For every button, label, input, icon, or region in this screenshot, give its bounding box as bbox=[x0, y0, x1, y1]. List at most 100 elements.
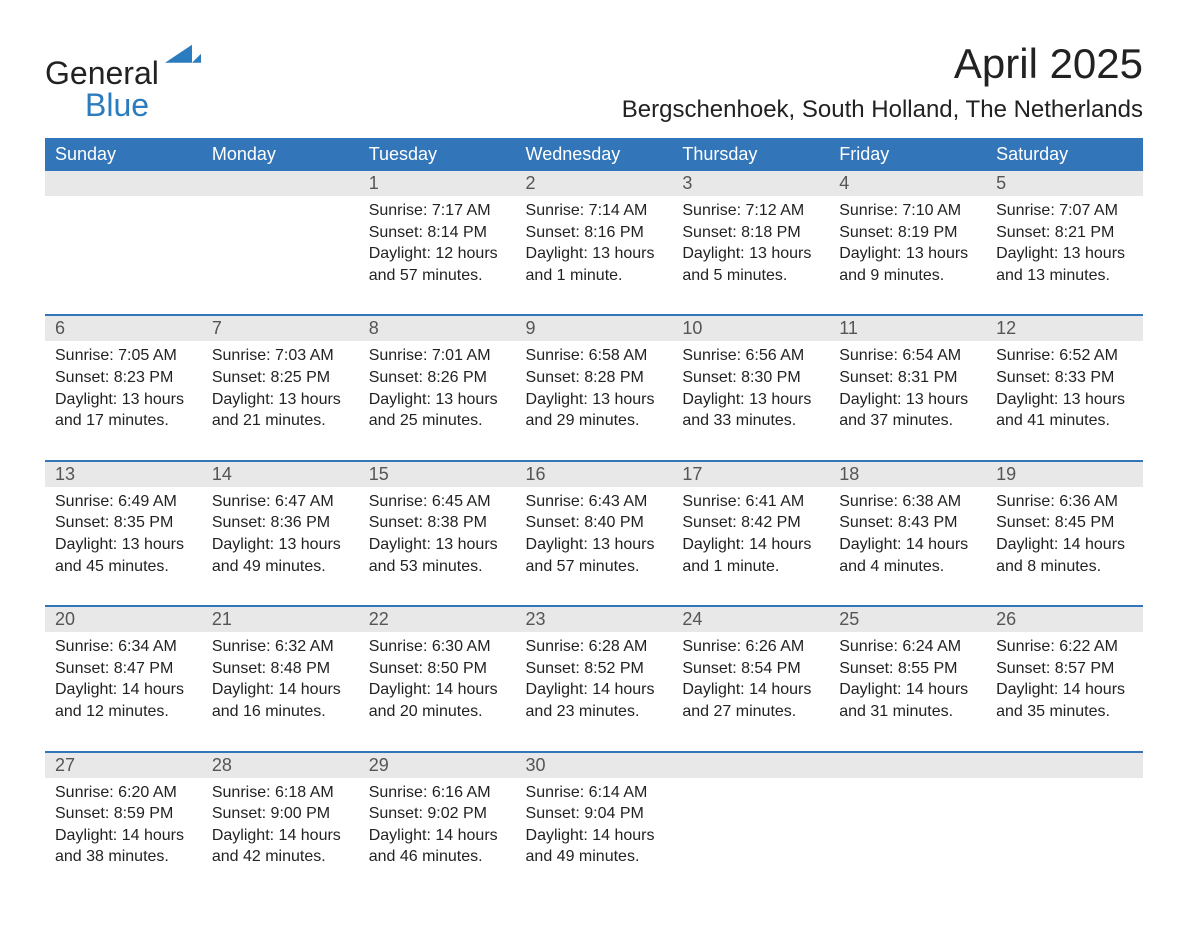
day-data-cell: Sunrise: 6:26 AMSunset: 8:54 PMDaylight:… bbox=[672, 632, 829, 751]
daylight-text-1: Daylight: 13 hours bbox=[55, 389, 192, 411]
day-number-cell: 7 bbox=[202, 316, 359, 341]
day-number-cell: 10 bbox=[672, 316, 829, 341]
sunset-text: Sunset: 8:14 PM bbox=[369, 222, 506, 244]
day-data-cell bbox=[986, 778, 1143, 896]
day-data-cell: Sunrise: 6:49 AMSunset: 8:35 PMDaylight:… bbox=[45, 487, 202, 606]
sunrise-text: Sunrise: 6:58 AM bbox=[526, 345, 663, 367]
day-number-cell: 1 bbox=[359, 171, 516, 196]
sunset-text: Sunset: 8:48 PM bbox=[212, 658, 349, 680]
logo: General Blue bbox=[45, 40, 201, 121]
day-data-cell: Sunrise: 6:18 AMSunset: 9:00 PMDaylight:… bbox=[202, 778, 359, 896]
sunrise-text: Sunrise: 7:01 AM bbox=[369, 345, 506, 367]
day-data-row: Sunrise: 6:49 AMSunset: 8:35 PMDaylight:… bbox=[45, 487, 1143, 606]
logo-text-blue: Blue bbox=[45, 89, 201, 121]
daylight-text-2: and 49 minutes. bbox=[212, 556, 349, 578]
sunset-text: Sunset: 8:28 PM bbox=[526, 367, 663, 389]
day-data-cell: Sunrise: 7:12 AMSunset: 8:18 PMDaylight:… bbox=[672, 196, 829, 315]
sunset-text: Sunset: 8:36 PM bbox=[212, 512, 349, 534]
day-data-cell: Sunrise: 6:34 AMSunset: 8:47 PMDaylight:… bbox=[45, 632, 202, 751]
sunrise-text: Sunrise: 6:22 AM bbox=[996, 636, 1133, 658]
daylight-text-1: Daylight: 13 hours bbox=[996, 389, 1133, 411]
calendar-table: Sunday Monday Tuesday Wednesday Thursday… bbox=[45, 138, 1143, 896]
sunrise-text: Sunrise: 6:24 AM bbox=[839, 636, 976, 658]
day-number-cell: 20 bbox=[45, 607, 202, 632]
calendar-header-row: Sunday Monday Tuesday Wednesday Thursday… bbox=[45, 138, 1143, 171]
sunrise-text: Sunrise: 6:16 AM bbox=[369, 782, 506, 804]
day-number-cell: 6 bbox=[45, 316, 202, 341]
daylight-text-1: Daylight: 14 hours bbox=[682, 679, 819, 701]
daylight-text-1: Daylight: 14 hours bbox=[839, 534, 976, 556]
month-title: April 2025 bbox=[622, 40, 1143, 88]
day-data-cell: Sunrise: 6:24 AMSunset: 8:55 PMDaylight:… bbox=[829, 632, 986, 751]
sunset-text: Sunset: 9:04 PM bbox=[526, 803, 663, 825]
daylight-text-1: Daylight: 14 hours bbox=[996, 534, 1133, 556]
day-number-cell: 17 bbox=[672, 462, 829, 487]
daylight-text-2: and 42 minutes. bbox=[212, 846, 349, 868]
daynum-row: 6789101112 bbox=[45, 316, 1143, 341]
daylight-text-2: and 31 minutes. bbox=[839, 701, 976, 723]
daylight-text-1: Daylight: 13 hours bbox=[212, 534, 349, 556]
sunrise-text: Sunrise: 6:56 AM bbox=[682, 345, 819, 367]
sunset-text: Sunset: 8:52 PM bbox=[526, 658, 663, 680]
sunrise-text: Sunrise: 7:03 AM bbox=[212, 345, 349, 367]
day-data-cell: Sunrise: 6:54 AMSunset: 8:31 PMDaylight:… bbox=[829, 341, 986, 460]
sunset-text: Sunset: 8:55 PM bbox=[839, 658, 976, 680]
daylight-text-1: Daylight: 14 hours bbox=[996, 679, 1133, 701]
sunset-text: Sunset: 8:42 PM bbox=[682, 512, 819, 534]
sunset-text: Sunset: 9:00 PM bbox=[212, 803, 349, 825]
daylight-text-2: and 27 minutes. bbox=[682, 701, 819, 723]
logo-triangle-icon bbox=[165, 40, 201, 64]
sunrise-text: Sunrise: 7:05 AM bbox=[55, 345, 192, 367]
day-number-cell: 2 bbox=[516, 171, 673, 196]
sunrise-text: Sunrise: 6:26 AM bbox=[682, 636, 819, 658]
day-data-cell: Sunrise: 7:14 AMSunset: 8:16 PMDaylight:… bbox=[516, 196, 673, 315]
daylight-text-2: and 38 minutes. bbox=[55, 846, 192, 868]
day-data-cell: Sunrise: 6:36 AMSunset: 8:45 PMDaylight:… bbox=[986, 487, 1143, 606]
day-data-cell bbox=[45, 196, 202, 315]
day-number-cell: 22 bbox=[359, 607, 516, 632]
daylight-text-1: Daylight: 13 hours bbox=[369, 389, 506, 411]
col-monday: Monday bbox=[202, 138, 359, 171]
sunset-text: Sunset: 8:26 PM bbox=[369, 367, 506, 389]
sunset-text: Sunset: 8:23 PM bbox=[55, 367, 192, 389]
daynum-row: 20212223242526 bbox=[45, 607, 1143, 632]
daylight-text-2: and 4 minutes. bbox=[839, 556, 976, 578]
sunrise-text: Sunrise: 6:14 AM bbox=[526, 782, 663, 804]
day-data-cell: Sunrise: 7:17 AMSunset: 8:14 PMDaylight:… bbox=[359, 196, 516, 315]
daynum-row: 27282930 bbox=[45, 753, 1143, 778]
sunset-text: Sunset: 8:16 PM bbox=[526, 222, 663, 244]
day-data-cell: Sunrise: 6:41 AMSunset: 8:42 PMDaylight:… bbox=[672, 487, 829, 606]
daylight-text-2: and 57 minutes. bbox=[526, 556, 663, 578]
day-data-cell: Sunrise: 7:03 AMSunset: 8:25 PMDaylight:… bbox=[202, 341, 359, 460]
sunrise-text: Sunrise: 6:32 AM bbox=[212, 636, 349, 658]
day-data-cell: Sunrise: 6:28 AMSunset: 8:52 PMDaylight:… bbox=[516, 632, 673, 751]
day-data-cell: Sunrise: 6:32 AMSunset: 8:48 PMDaylight:… bbox=[202, 632, 359, 751]
day-data-cell: Sunrise: 6:22 AMSunset: 8:57 PMDaylight:… bbox=[986, 632, 1143, 751]
day-data-cell: Sunrise: 7:10 AMSunset: 8:19 PMDaylight:… bbox=[829, 196, 986, 315]
day-number-cell: 9 bbox=[516, 316, 673, 341]
day-number-cell: 25 bbox=[829, 607, 986, 632]
daylight-text-2: and 23 minutes. bbox=[526, 701, 663, 723]
sunrise-text: Sunrise: 6:18 AM bbox=[212, 782, 349, 804]
day-number-cell: 19 bbox=[986, 462, 1143, 487]
day-number-cell: 14 bbox=[202, 462, 359, 487]
col-thursday: Thursday bbox=[672, 138, 829, 171]
day-number-cell: 15 bbox=[359, 462, 516, 487]
day-data-row: Sunrise: 7:17 AMSunset: 8:14 PM Daylight:… bbox=[45, 196, 1143, 315]
col-tuesday: Tuesday bbox=[359, 138, 516, 171]
day-data-cell: Sunrise: 7:07 AMSunset: 8:21 PMDaylight:… bbox=[986, 196, 1143, 315]
daylight-text-1: Daylight: 13 hours bbox=[839, 243, 976, 265]
daylight-text-2: and 21 minutes. bbox=[212, 410, 349, 432]
sunset-text: Sunset: 8:40 PM bbox=[526, 512, 663, 534]
sunset-text: Sunset: 8:38 PM bbox=[369, 512, 506, 534]
sunrise-text: Sunrise: 7:17 AM bbox=[369, 200, 506, 222]
col-wednesday: Wednesday bbox=[516, 138, 673, 171]
col-friday: Friday bbox=[829, 138, 986, 171]
sunset-text: Sunset: 8:35 PM bbox=[55, 512, 192, 534]
sunrise-text: Sunrise: 6:34 AM bbox=[55, 636, 192, 658]
daylight-text-2: and 1 minute. bbox=[526, 265, 663, 287]
sunrise-text: Sunrise: 6:30 AM bbox=[369, 636, 506, 658]
daylight-text-2: and 53 minutes. bbox=[369, 556, 506, 578]
sunrise-text: Sunrise: 7:12 AM bbox=[682, 200, 819, 222]
day-number-cell: 12 bbox=[986, 316, 1143, 341]
